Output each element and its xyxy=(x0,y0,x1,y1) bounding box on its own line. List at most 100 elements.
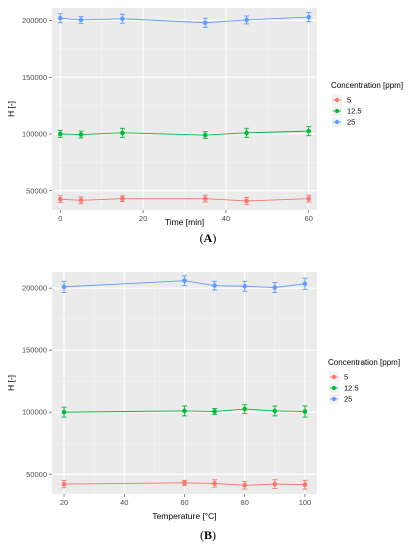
panel-label-letter: A xyxy=(204,231,213,245)
data-point xyxy=(61,284,67,290)
data-point xyxy=(78,132,84,137)
legend-label: 12.5 xyxy=(347,107,362,116)
data-point xyxy=(306,14,312,20)
data-point xyxy=(202,132,208,138)
series-25 xyxy=(61,275,308,293)
data-point xyxy=(57,131,63,137)
legend-label: 5 xyxy=(344,373,348,382)
legend-item-12-5: 12.5 xyxy=(332,106,362,116)
data-point xyxy=(182,278,187,283)
y-tick-label: 50000 xyxy=(26,470,47,479)
y-tick-label: 150000 xyxy=(22,346,47,355)
data-point xyxy=(120,16,125,22)
data-point xyxy=(202,196,208,201)
legend-title: Concentration [ppm] xyxy=(328,358,400,367)
x-axis-title: Temperature [°C] xyxy=(152,511,216,521)
data-point xyxy=(61,481,67,487)
series-line xyxy=(60,130,309,136)
legend-label: 12.5 xyxy=(344,384,359,393)
data-point xyxy=(244,17,249,23)
data-point xyxy=(182,480,187,486)
x-tick-label: 80 xyxy=(241,498,249,507)
series-line xyxy=(60,198,309,202)
x-axis-title: Time [min] xyxy=(165,217,204,227)
series-5 xyxy=(57,194,312,205)
panel-label: (A) xyxy=(200,231,217,245)
data-point xyxy=(302,409,308,414)
data-point xyxy=(202,20,208,26)
panel-label-close-paren: ) xyxy=(212,528,216,542)
legend-key-point xyxy=(334,108,340,114)
x-tick-label: 60 xyxy=(180,498,188,507)
x-tick-label: 60 xyxy=(305,214,313,223)
y-tick-label: 100000 xyxy=(22,130,47,139)
data-point xyxy=(306,196,312,201)
legend-item-25: 25 xyxy=(332,117,355,127)
series-line xyxy=(60,16,309,24)
legend-key-point xyxy=(331,396,337,402)
data-point xyxy=(302,281,308,287)
legend-key-point xyxy=(334,97,340,103)
series-line xyxy=(64,408,305,413)
y-axis-title: H [-] xyxy=(6,375,16,391)
legend: Concentration [ppm] 5 12.5 25 xyxy=(328,358,400,404)
data-point xyxy=(182,408,187,414)
data-point xyxy=(272,481,278,487)
data-point xyxy=(212,481,217,486)
x-tick-label: 100 xyxy=(299,498,312,507)
panel-label: (B) xyxy=(200,528,216,542)
legend-key-point xyxy=(331,385,337,391)
data-point xyxy=(57,196,63,202)
major-gridlines xyxy=(52,8,317,210)
data-point xyxy=(78,198,84,203)
legend-key-point xyxy=(331,374,337,380)
x-tick-label: 0 xyxy=(58,214,62,223)
legend-title: Concentration [ppm] xyxy=(331,81,403,90)
data-point xyxy=(212,283,217,288)
y-tick-label: 100000 xyxy=(22,408,47,417)
x-tick-label: 20 xyxy=(139,214,147,223)
legend-item-25: 25 xyxy=(329,394,352,404)
data-point xyxy=(57,15,63,21)
data-point xyxy=(61,409,67,415)
y-tick-label: 50000 xyxy=(26,186,47,195)
data-point xyxy=(242,483,248,488)
minor-gridlines xyxy=(52,8,317,210)
y-tick-label: 150000 xyxy=(22,73,47,82)
legend-label: 25 xyxy=(344,395,352,404)
chart-panel-b: 20 40 60 80 100 50000 100000 150000 200000 Temper… xyxy=(6,272,400,542)
legend-label: 25 xyxy=(347,118,355,127)
legend-item-5: 5 xyxy=(329,372,348,382)
series-25 xyxy=(57,12,312,28)
series-line xyxy=(64,280,306,288)
y-tick-label: 200000 xyxy=(22,16,47,25)
legend-key-point xyxy=(334,119,340,125)
x-tick-label: 20 xyxy=(60,498,68,507)
legend: Concentration [ppm] 5 12.5 25 xyxy=(331,81,403,127)
legend-label: 5 xyxy=(347,96,351,105)
panel-label-open-paren: ( xyxy=(200,231,204,245)
data-point xyxy=(120,130,125,136)
y-tick-label: 200000 xyxy=(22,284,47,293)
y-axis-title: H [-] xyxy=(6,101,16,117)
data-point xyxy=(78,17,84,23)
series-12-5 xyxy=(57,126,312,139)
data-point xyxy=(120,196,125,201)
series-5 xyxy=(61,479,308,490)
data-point xyxy=(244,198,249,204)
data-point xyxy=(244,130,249,136)
panel-label-open-paren: ( xyxy=(200,528,204,542)
chart-panel-a: 0 20 40 60 50000 100000 150000 200000 Time [min]… xyxy=(6,8,403,245)
legend-item-12-5: 12.5 xyxy=(329,383,359,393)
series-line xyxy=(64,482,305,486)
x-tick-label: 40 xyxy=(120,498,128,507)
data-point xyxy=(242,283,248,289)
data-point xyxy=(272,408,278,414)
data-point xyxy=(212,409,217,414)
series-12-5 xyxy=(61,404,308,418)
data-point xyxy=(302,482,308,487)
x-tick-label: 40 xyxy=(222,214,230,223)
data-point xyxy=(272,285,278,290)
data-point xyxy=(306,128,312,134)
